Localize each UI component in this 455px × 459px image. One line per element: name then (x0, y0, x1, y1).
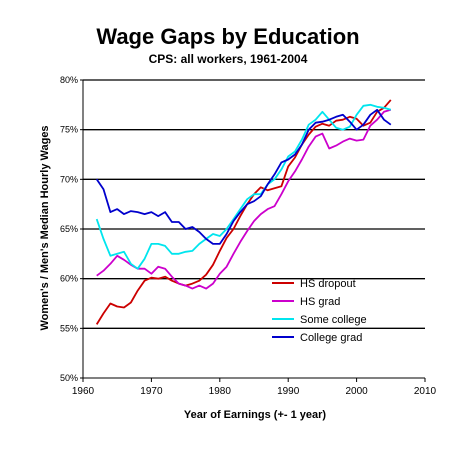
legend-label: HS grad (300, 296, 340, 308)
x-tick-labels: 1960 1970 1980 1990 2000 2010 (72, 386, 437, 397)
x-axis-label: Year of Earnings (+- 1 year) (184, 409, 326, 421)
x-tick-label: 2010 (414, 386, 437, 397)
chart-subtitle: CPS: all workers, 1961-2004 (149, 52, 308, 66)
series-line-college-grad (95, 108, 392, 245)
series-line-hs-dropout (95, 99, 392, 325)
legend: HS dropout HS grad Some college College gra… (272, 278, 367, 344)
y-tick-label: 60% (60, 274, 78, 284)
y-tick-label: 50% (60, 373, 78, 383)
legend-label: Some college (300, 314, 367, 326)
series-lines (95, 99, 392, 325)
x-tick-label: 1960 (72, 386, 95, 397)
legend-label: HS dropout (300, 278, 356, 290)
y-tick-label: 75% (60, 125, 78, 135)
legend-item-hs-grad: HS grad (272, 296, 340, 308)
x-tick-label: 1980 (209, 386, 232, 397)
x-tick-label: 2000 (345, 386, 368, 397)
y-tick-label: 80% (60, 75, 78, 85)
legend-label: College grad (300, 332, 362, 344)
legend-item-hs-dropout: HS dropout (272, 278, 356, 290)
chart-title: Wage Gaps by Education (96, 24, 359, 49)
x-tick-label: 1970 (140, 386, 163, 397)
x-tick-label: 1990 (277, 386, 300, 397)
gridlines (80, 79, 426, 382)
y-tick-labels: 50% 55% 60% 65% 70% 75% 80% (60, 75, 78, 383)
y-tick-label: 55% (60, 323, 78, 333)
legend-item-some-college: Some college (272, 314, 367, 326)
legend-item-college-grad: College grad (272, 332, 362, 344)
series-line-some-college (95, 103, 392, 270)
y-axis-label: Women's / Men's Median Hourly Wages (39, 125, 51, 330)
y-tick-label: 65% (60, 224, 78, 234)
series-line-hs-grad (96, 108, 392, 290)
y-tick-label: 70% (60, 174, 78, 184)
